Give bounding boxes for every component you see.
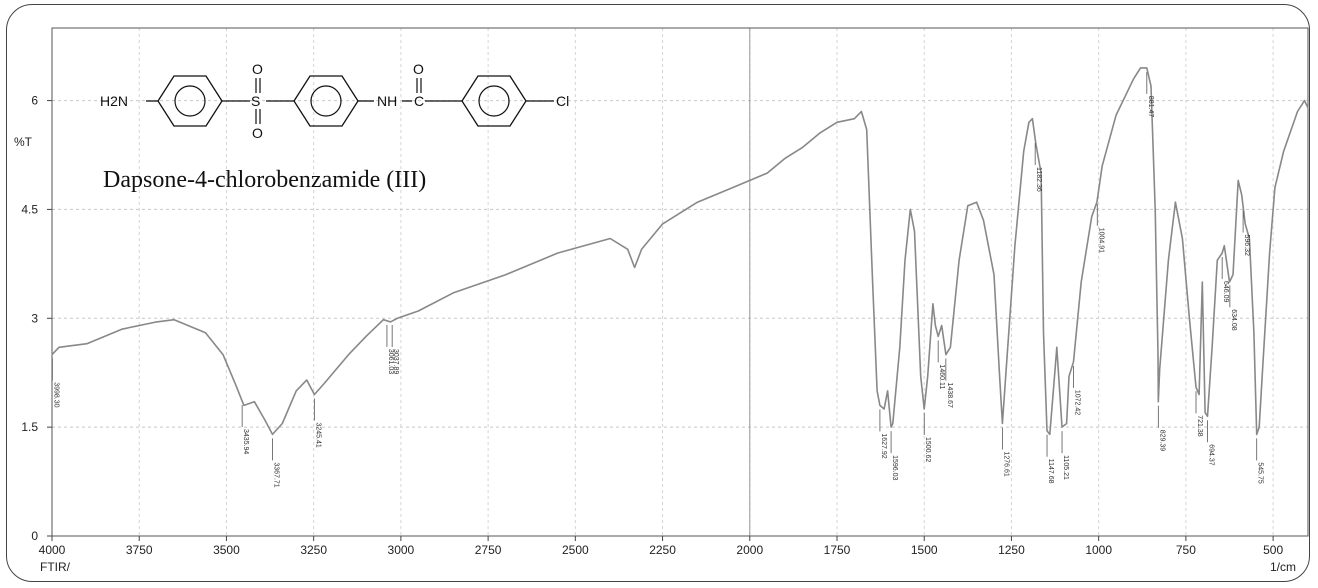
peak-label: 1147.68 bbox=[1047, 459, 1054, 484]
x-tick-label: 2750 bbox=[475, 543, 502, 557]
x-tick-label: 4000 bbox=[39, 543, 66, 557]
peak-label: 1182.36 bbox=[1035, 167, 1042, 192]
peak-label: 1460.11 bbox=[938, 364, 945, 389]
peak-label: 829.39 bbox=[1158, 430, 1165, 452]
peak-label: 3245.41 bbox=[314, 422, 321, 447]
peak-label: 881.47 bbox=[1147, 96, 1154, 118]
peak-label: 1500.62 bbox=[924, 437, 931, 462]
x-tick-label: 2250 bbox=[649, 543, 676, 557]
peak-labels: 3998.30 3435.94 3367.71 3245.41 3061.033037.… bbox=[51, 71, 1264, 488]
x-tick-label: 1750 bbox=[824, 543, 851, 557]
axes bbox=[47, 27, 1309, 541]
peak-label: 1004.91 bbox=[1097, 228, 1104, 253]
peak-label: 1596.03 bbox=[891, 455, 898, 480]
x-tick-label: 1000 bbox=[1085, 543, 1112, 557]
y-axis-label: %T bbox=[14, 135, 33, 149]
spectrum-line bbox=[51, 67, 1309, 436]
chart-title: Dapsone-4-chlorobenzamide (III) bbox=[103, 167, 426, 193]
peak-label: 1276.61 bbox=[1002, 452, 1009, 477]
chlorine-label: Cl bbox=[556, 93, 569, 109]
peak-label: 721.38 bbox=[1196, 415, 1203, 437]
tick-labels: 4000 3750 3500 3250 3000 2750 2500 2250 2000 1750… bbox=[21, 94, 1283, 557]
carbonyl-oxygen: O bbox=[413, 61, 424, 77]
x-tick-label: 1500 bbox=[911, 543, 938, 557]
benzene-ring-3-inner bbox=[478, 85, 510, 117]
x-tick-label: 3500 bbox=[213, 543, 240, 557]
x-axis-label-left: FTIR/ bbox=[40, 560, 71, 574]
peak-label: 3037.89 bbox=[392, 349, 399, 374]
peak-label: 1072.42 bbox=[1074, 390, 1081, 415]
sulfonyl-bottom-oxygen: O bbox=[252, 125, 263, 141]
x-tick-label: 750 bbox=[1176, 543, 1196, 557]
chemical-structure: H2N O S O NH C O Cl bbox=[100, 61, 569, 141]
x-tick-label: 3000 bbox=[388, 543, 415, 557]
peak-label: 3367.71 bbox=[272, 462, 279, 487]
x-tick-label: 3750 bbox=[126, 543, 153, 557]
benzene-ring-1-inner bbox=[174, 85, 206, 117]
sulfonyl-sulfur: S bbox=[251, 93, 260, 109]
x-tick-label: 2500 bbox=[562, 543, 589, 557]
peak-label: 1438.67 bbox=[946, 383, 953, 408]
peak-label: 1627.92 bbox=[880, 433, 887, 458]
y-tick-label: 3 bbox=[31, 311, 38, 325]
plot-border bbox=[51, 27, 1309, 537]
peak-label: 3061.03 bbox=[387, 349, 394, 374]
y-tick-label: 0 bbox=[31, 529, 38, 543]
amine-label: H2N bbox=[100, 93, 128, 109]
x-axis-label: 1/cm bbox=[1270, 560, 1296, 574]
sulfonyl-top-oxygen: O bbox=[252, 61, 263, 77]
y-tick-label: 4.5 bbox=[21, 202, 38, 216]
peak-label: 646.09 bbox=[1222, 281, 1229, 303]
spectrum-series bbox=[51, 67, 1309, 436]
x-tick-label: 2000 bbox=[736, 543, 763, 557]
x-tick-label: 3250 bbox=[300, 543, 327, 557]
benzene-ring-2-inner bbox=[310, 85, 342, 117]
peak-label: 596.32 bbox=[1243, 235, 1250, 257]
x-tick-label: 1250 bbox=[998, 543, 1025, 557]
peak-label: 3435.94 bbox=[242, 429, 249, 454]
peak-label: 545.75 bbox=[1257, 462, 1264, 484]
amide-nh: NH bbox=[377, 93, 397, 109]
x-tick-label: 500 bbox=[1263, 543, 1283, 557]
peak-label: 634.08 bbox=[1230, 309, 1237, 331]
peak-label: 1105.21 bbox=[1062, 455, 1069, 480]
y-tick-label: 6 bbox=[31, 94, 38, 108]
peak-label: 3998.30 bbox=[52, 382, 59, 407]
grid bbox=[51, 28, 1308, 537]
carbonyl-carbon: C bbox=[414, 93, 424, 109]
peak-label: 694.37 bbox=[1208, 444, 1215, 466]
y-tick-label: 1.5 bbox=[21, 420, 38, 434]
